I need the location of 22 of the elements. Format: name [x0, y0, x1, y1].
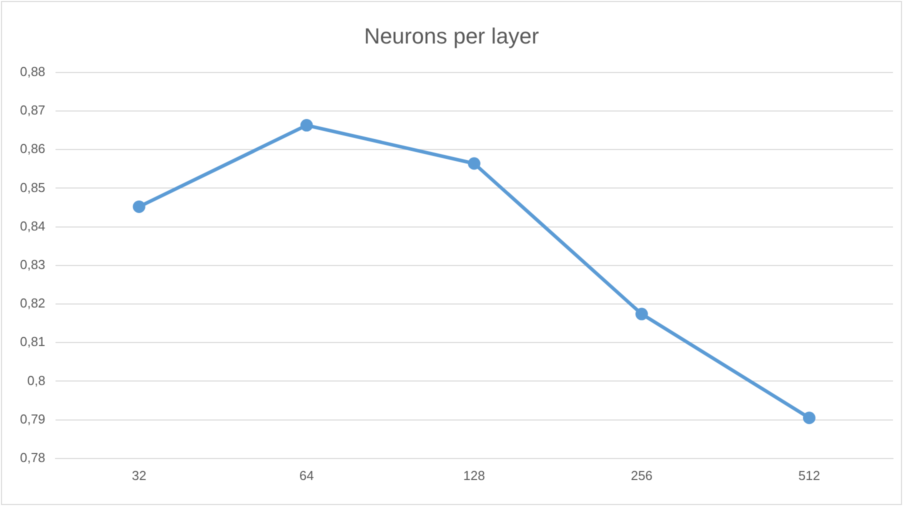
x-tick-label: 128 [463, 468, 485, 483]
y-tick-label: 0,84 [20, 218, 46, 234]
x-tick-label: 256 [630, 468, 653, 483]
y-tick-label: 0,88 [20, 64, 46, 79]
y-tick-label: 0,85 [20, 180, 46, 195]
point [300, 119, 313, 132]
y-tick-label: 0,86 [20, 141, 46, 156]
point [802, 412, 816, 424]
y-tick-label: 0,78 [20, 450, 46, 465]
x-tick-label: 512 [798, 468, 820, 483]
chart-title: Neurons per layer [364, 23, 539, 48]
point [635, 308, 648, 320]
y-tick-label: 0,8 [27, 372, 46, 388]
point [132, 200, 146, 213]
y-tick-label: 0,81 [20, 334, 46, 350]
y-tick-label: 0,87 [20, 102, 46, 118]
x-tick-label: 64 [299, 468, 314, 483]
x-tick-label: 32 [132, 468, 146, 483]
y-tick-label: 0,83 [20, 256, 46, 272]
y-tick-label: 0,79 [20, 411, 46, 426]
point [468, 157, 480, 170]
y-tick-label: 0,82 [20, 296, 46, 311]
